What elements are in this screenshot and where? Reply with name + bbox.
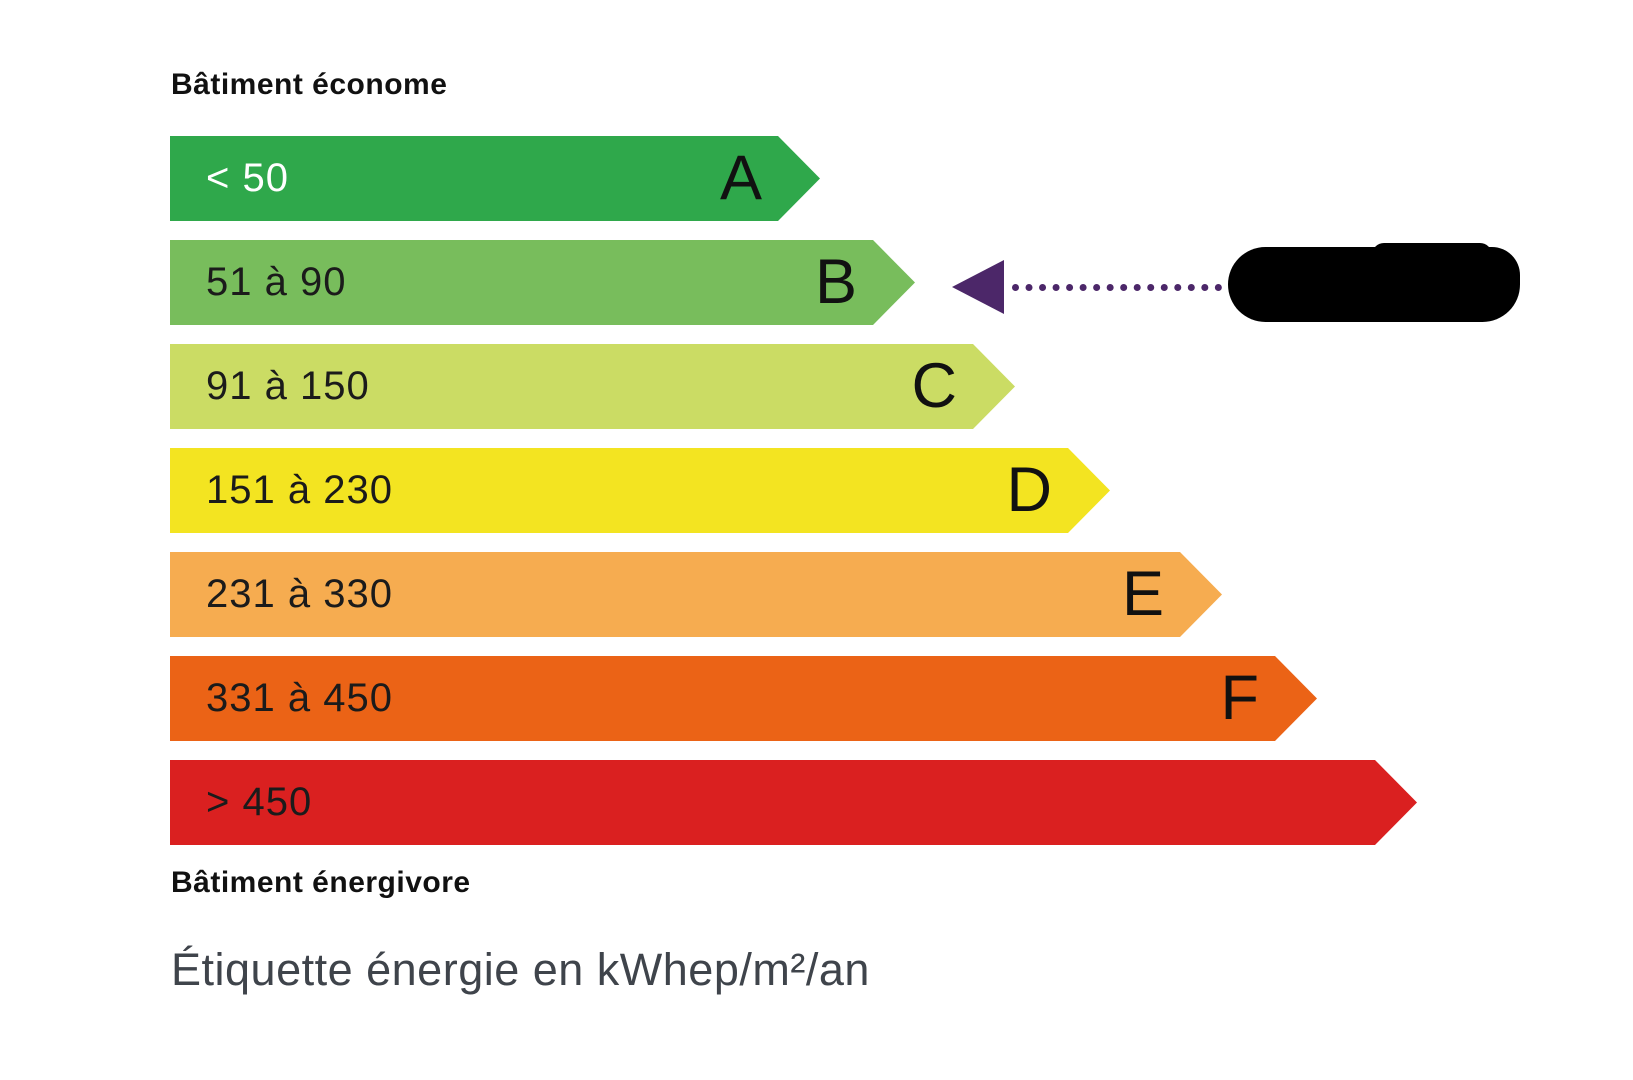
energy-band-bar-c: 91 à 150 C bbox=[170, 344, 1015, 429]
label-batiment-econome: Bâtiment économe bbox=[171, 68, 448, 101]
cursor-arrow-icon bbox=[952, 260, 1004, 314]
band-range-label: 51 à 90 bbox=[206, 260, 347, 304]
band-letter: E bbox=[1121, 559, 1164, 629]
band-letter: C bbox=[911, 351, 957, 421]
energy-band-bar-g: > 450 bbox=[170, 760, 1417, 845]
energy-band-row-b: 51 à 90 B bbox=[170, 240, 1417, 325]
energy-band-bar-e: 231 à 330 E bbox=[170, 552, 1222, 637]
energy-band-bar-d: 151 à 230 D bbox=[170, 448, 1110, 533]
redacted-value bbox=[1228, 243, 1520, 322]
band-range-label: 151 à 230 bbox=[206, 468, 393, 512]
band-letter: D bbox=[1006, 455, 1052, 525]
energy-band-row-e: 231 à 330 E bbox=[170, 552, 1417, 637]
band-range-label: 231 à 330 bbox=[206, 572, 393, 616]
band-letter: F bbox=[1220, 663, 1259, 733]
band-range-label: < 50 bbox=[206, 156, 289, 200]
band-letter: A bbox=[719, 143, 762, 213]
energy-band-row-d: 151 à 230 D bbox=[170, 448, 1417, 533]
band-letter: B bbox=[814, 247, 857, 317]
energy-bands: < 50 A 51 à 90 B 91 à 150 C 151 à 230 D … bbox=[170, 136, 1417, 864]
energy-band-bar-a: < 50 A bbox=[170, 136, 820, 221]
dotted-connector-line bbox=[1012, 284, 1222, 291]
current-rating-indicator bbox=[0, 240, 1633, 325]
band-range-label: > 450 bbox=[206, 780, 313, 824]
energy-band-bar-f: 331 à 450 F bbox=[170, 656, 1317, 741]
energy-band-bar-b: 51 à 90 B bbox=[170, 240, 915, 325]
energy-scale-caption: Étiquette énergie en kWhep/m²/an bbox=[171, 944, 870, 995]
energy-band-row-c: 91 à 150 C bbox=[170, 344, 1417, 429]
energy-band-row-a: < 50 A bbox=[170, 136, 1417, 221]
label-batiment-energivore: Bâtiment énergivore bbox=[171, 866, 471, 899]
energy-band-row-f: 331 à 450 F bbox=[170, 656, 1417, 741]
band-range-label: 331 à 450 bbox=[206, 676, 393, 720]
energy-band-row-g: > 450 bbox=[170, 760, 1417, 845]
band-range-label: 91 à 150 bbox=[206, 364, 370, 408]
